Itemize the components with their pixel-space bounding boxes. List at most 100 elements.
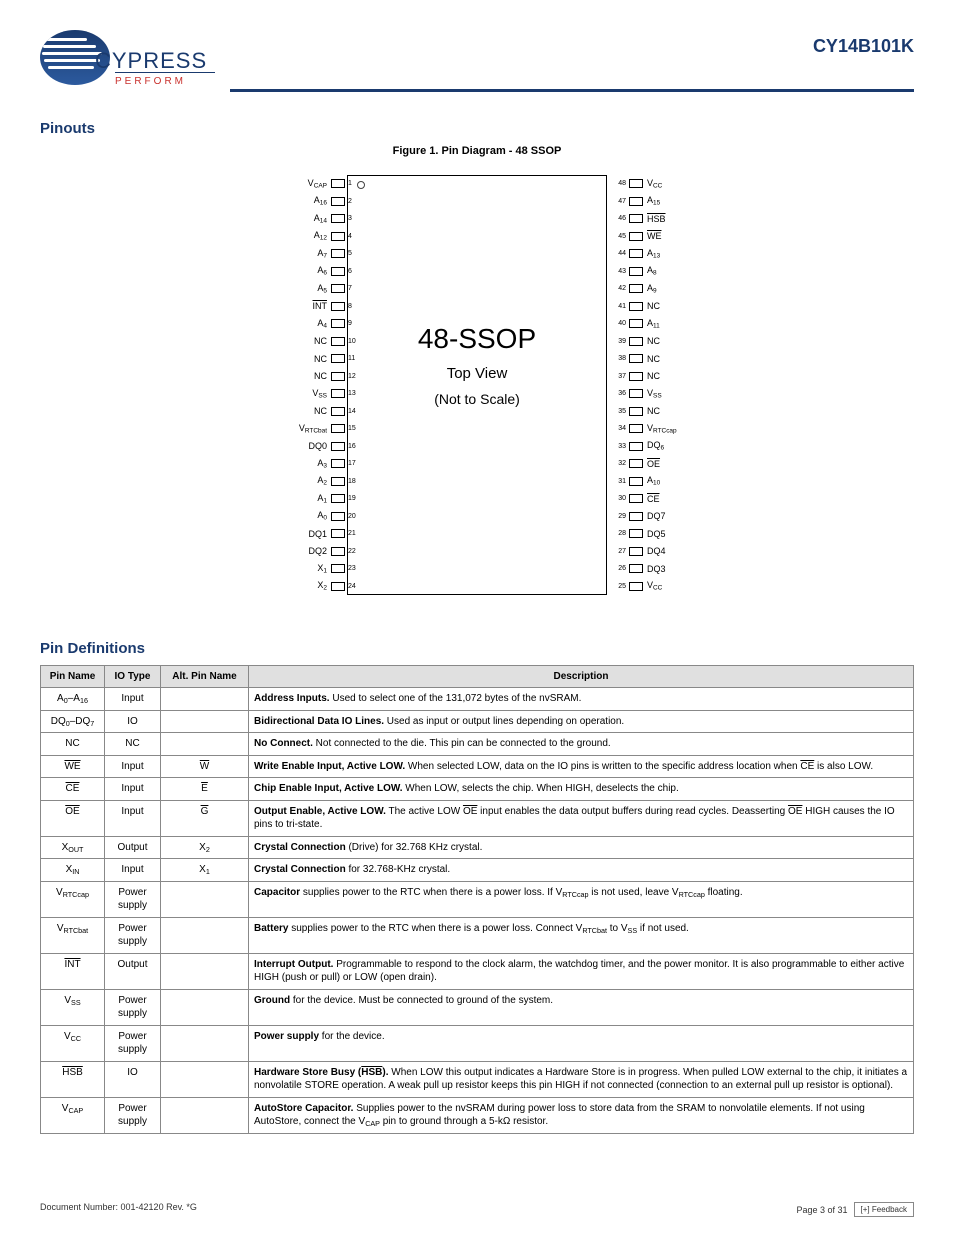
- cell-alt-name: [161, 733, 249, 756]
- pin-right-45: 45WE: [610, 228, 702, 246]
- cell-io-type: Power supply: [105, 989, 161, 1025]
- table-row: XINInputX1Crystal Connection for 32.768-…: [41, 859, 914, 882]
- cell-pin-name: DQ0–DQ7: [41, 710, 105, 733]
- table-header-cell: Description: [249, 666, 914, 688]
- pin-right-29: 29DQ7: [610, 508, 702, 526]
- cell-pin-name: WE: [41, 755, 105, 778]
- cell-alt-name: [161, 1025, 249, 1061]
- footer-doc-number: Document Number: 001-42120 Rev. *G: [40, 1202, 197, 1217]
- cell-pin-name: VRTCbat: [41, 917, 105, 953]
- pin-right-36: 36VSS: [610, 385, 702, 403]
- cell-pin-name: OE: [41, 800, 105, 836]
- pin-left-8: INT8: [279, 298, 364, 316]
- cell-description: Bidirectional Data IO Lines. Used as inp…: [249, 710, 914, 733]
- part-number: CY14B101K: [813, 36, 914, 57]
- table-row: VRTCbatPower supplyBattery supplies powe…: [41, 917, 914, 953]
- pin-left-4: A124: [279, 228, 364, 246]
- cell-alt-name: E: [161, 778, 249, 801]
- cell-io-type: IO: [105, 1061, 161, 1097]
- pin-left-6: A66: [279, 263, 364, 281]
- cell-io-type: Output: [105, 953, 161, 989]
- pin-right-25: 25VCC: [610, 578, 702, 596]
- cell-alt-name: [161, 710, 249, 733]
- cell-alt-name: [161, 1097, 249, 1133]
- pin-right-38: 38NC: [610, 350, 702, 368]
- cell-description: Hardware Store Busy (HSB). When LOW this…: [249, 1061, 914, 1097]
- pin-right-37: 37NC: [610, 368, 702, 386]
- table-row: A0–A16InputAddress Inputs. Used to selec…: [41, 688, 914, 711]
- pin-left-16: DQ016: [279, 438, 364, 456]
- pin-right-34: 34VRTCcap: [610, 420, 702, 438]
- chip-subtitle-2: (Not to Scale): [347, 391, 607, 407]
- cell-alt-name: [161, 953, 249, 989]
- table-row: VCAPPower supplyAutoStore Capacitor. Sup…: [41, 1097, 914, 1133]
- cell-io-type: NC: [105, 733, 161, 756]
- cell-io-type: Input: [105, 859, 161, 882]
- pin-left-14: NC14: [279, 403, 364, 421]
- pin-left-5: A75: [279, 245, 364, 263]
- pin-left-20: A020: [279, 508, 364, 526]
- table-row: VCCPower supplyPower supply for the devi…: [41, 1025, 914, 1061]
- cell-pin-name: VRTCcap: [41, 881, 105, 917]
- cell-pin-name: INT: [41, 953, 105, 989]
- cell-pin-name: NC: [41, 733, 105, 756]
- table-row: CEInputEChip Enable Input, Active LOW. W…: [41, 778, 914, 801]
- cell-io-type: IO: [105, 710, 161, 733]
- cell-pin-name: HSB: [41, 1061, 105, 1097]
- cell-alt-name: W: [161, 755, 249, 778]
- cell-pin-name: XIN: [41, 859, 105, 882]
- cell-alt-name: [161, 688, 249, 711]
- pin-left-18: A218: [279, 473, 364, 491]
- table-row: VRTCcapPower supply Capacitor supplies po…: [41, 881, 914, 917]
- pin-right-28: 28DQ5: [610, 525, 702, 543]
- pin-right-43: 43A8: [610, 263, 702, 281]
- chip-pin-diagram: 48-SSOP Top View (Not to Scale) VCAP1A16…: [227, 175, 727, 615]
- pin-left-2: A162: [279, 193, 364, 211]
- figure-caption: Figure 1. Pin Diagram - 48 SSOP: [40, 145, 914, 157]
- chip-subtitle-1: Top View: [347, 365, 607, 382]
- pin-right-47: 47A15: [610, 193, 702, 211]
- table-header-row: Pin NameIO TypeAlt. Pin NameDescription: [41, 666, 914, 688]
- pinouts-heading: Pinouts: [40, 120, 914, 137]
- cell-alt-name: [161, 1061, 249, 1097]
- page-header: CYPRESS PERFORM: [40, 30, 914, 100]
- pin-left-3: A143: [279, 210, 364, 228]
- pin-definitions-table: Pin NameIO TypeAlt. Pin NameDescription …: [40, 665, 914, 1134]
- pin-left-10: NC10: [279, 333, 364, 351]
- table-row: XOUTOutputX2Crystal Connection (Drive) f…: [41, 836, 914, 859]
- cell-description: Power supply for the device.: [249, 1025, 914, 1061]
- pin-left-12: NC12: [279, 368, 364, 386]
- cell-pin-name: CE: [41, 778, 105, 801]
- table-header-cell: IO Type: [105, 666, 161, 688]
- table-row: WEInputWWrite Enable Input, Active LOW. …: [41, 755, 914, 778]
- logo-tagline: PERFORM: [115, 76, 186, 87]
- pin-right-44: 44A13: [610, 245, 702, 263]
- cell-description: No Connect. Not connected to the die. Th…: [249, 733, 914, 756]
- header-rule: [230, 89, 914, 92]
- cell-io-type: Input: [105, 778, 161, 801]
- pin-left-21: DQ121: [279, 525, 364, 543]
- cell-description: Address Inputs. Used to select one of th…: [249, 688, 914, 711]
- pin-left-24: X224: [279, 578, 364, 596]
- pin-right-26: 26DQ3: [610, 560, 702, 578]
- table-row: HSBIO Hardware Store Busy (HSB). When LOW…: [41, 1061, 914, 1097]
- pin-left-7: A57: [279, 280, 364, 298]
- table-row: OEInputGOutput Enable, Active LOW. The a…: [41, 800, 914, 836]
- cell-pin-name: VCC: [41, 1025, 105, 1061]
- pin-right-42: 42A9: [610, 280, 702, 298]
- chip-body: [347, 175, 607, 595]
- table-row: NCNC No Connect. Not connected to the die…: [41, 733, 914, 756]
- cell-description: Capacitor supplies power to the RTC when…: [249, 881, 914, 917]
- pin-right-39: 39NC: [610, 333, 702, 351]
- cell-io-type: Input: [105, 800, 161, 836]
- cell-io-type: Power supply: [105, 881, 161, 917]
- pin-left-19: A119: [279, 490, 364, 508]
- page-footer: Document Number: 001-42120 Rev. *G Page …: [40, 1202, 914, 1217]
- footer-feedback-link[interactable]: [+] Feedback: [854, 1202, 914, 1217]
- table-header-cell: Pin Name: [41, 666, 105, 688]
- cell-io-type: Power supply: [105, 917, 161, 953]
- cell-pin-name: XOUT: [41, 836, 105, 859]
- cell-io-type: Input: [105, 755, 161, 778]
- logo-brand-text: CYPRESS: [95, 48, 207, 74]
- footer-page-number: Page 3 of 31: [796, 1205, 847, 1215]
